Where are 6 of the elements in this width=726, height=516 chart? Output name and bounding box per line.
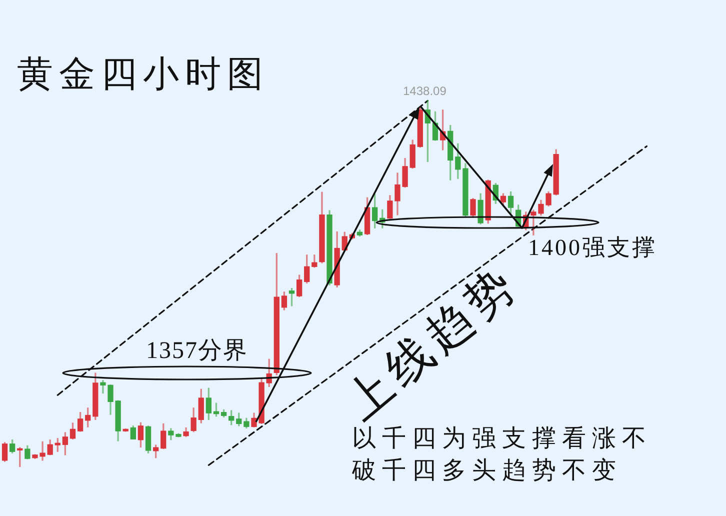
annotation: 破千四多头趋势不变 (352, 458, 622, 484)
text: 1438.09 (403, 84, 446, 98)
annotation: 1357分界 (146, 338, 248, 364)
annotation: 1400强支撑 (528, 235, 657, 260)
chart-title: 黄金四小时图 (17, 54, 269, 94)
annotation: 以千四为强支撑看涨不 (352, 426, 652, 452)
